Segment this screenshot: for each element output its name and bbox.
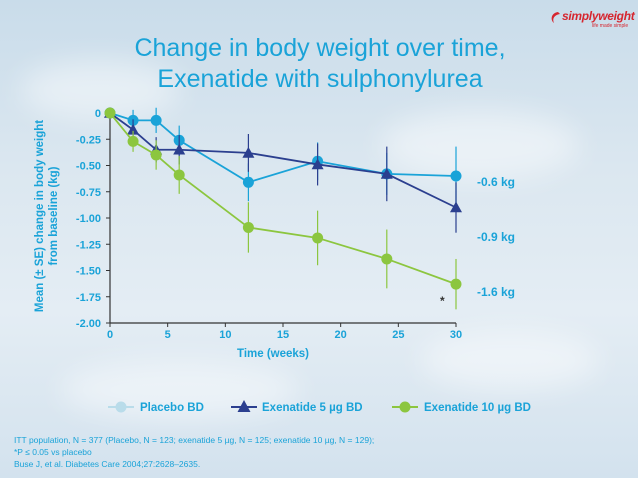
y-tick-label: -0.50 [76,161,101,173]
x-tick-label: 10 [219,329,231,341]
series-2-point [242,146,255,158]
series-3-point [104,107,116,119]
end-label-exenatide-5: -0.9 kg [477,230,516,244]
footnote-significance: *P ≤ 0.05 vs placebo [14,447,92,457]
series-3-point [150,149,162,161]
legend-label-placebo: Placebo BD [140,402,204,414]
series-3-point [450,278,462,290]
series-1-point [450,170,462,182]
series-1-point [150,114,162,126]
page-title-line-1: Change in body weight over time, [134,34,506,62]
x-tick-label: 20 [335,329,347,341]
brand-logo: simplyweight life made simple [548,8,635,30]
swirl-icon [551,12,560,23]
end-label-exenatide-10: -1.6 kg [477,285,516,299]
series-3-point [381,253,393,265]
legend-marker-exenatide-5 [231,400,257,412]
series-1-line [109,112,457,184]
legend-label-exenatide-5: Exenatide 5 µg BD [262,402,363,414]
legend-marker-exenatide-10 [392,401,418,413]
brand-name: simplyweight [562,9,635,23]
y-tick-label: -2.00 [76,318,101,330]
y-tick-label: -1.25 [76,239,101,251]
end-label-placebo: -0.6 kg [477,175,516,189]
series-3-point [127,135,139,147]
footnote-population: ITT population, N = 377 (Placebo, N = 12… [14,435,375,445]
series-3-point [312,232,324,244]
x-tick-label: 15 [277,329,289,341]
y-tick-label: -1.75 [76,292,101,304]
x-axis-label: Time (weeks) [237,348,310,360]
series-2-point [450,201,462,213]
series-3-point [242,221,254,233]
footnote-citation: Buse J, et al. Diabetes Care 2004;27:262… [14,459,201,469]
significance-marker: * [440,294,445,308]
series-3-point [173,169,185,181]
x-tick-label: 5 [165,329,171,341]
series-2-point [127,123,140,135]
series-3-line [109,112,457,285]
series-2-point [380,167,393,179]
y-tick-label: -0.75 [76,187,101,199]
y-axis-label: Mean (± SE) change in body weight from b… [34,119,60,313]
y-tick-label: -0.25 [76,134,101,146]
series-2-point [311,158,324,170]
y-tick-label: -1.50 [76,266,101,278]
legend-marker-placebo [108,401,134,413]
x-tick-label: 0 [107,329,113,341]
y-tick-label: -1.00 [76,213,101,225]
x-tick-label: 30 [450,329,462,341]
y-tick-label: 0 [95,108,101,120]
legend-label-exenatide-10: Exenatide 10 µg BD [424,402,531,414]
series-2-point [173,143,186,155]
x-tick-label: 25 [392,329,404,341]
series-1-point [242,176,254,188]
page-title-line-2: Exenatide with sulphonylurea [157,65,483,93]
brand-tagline: life made simple [592,23,629,29]
